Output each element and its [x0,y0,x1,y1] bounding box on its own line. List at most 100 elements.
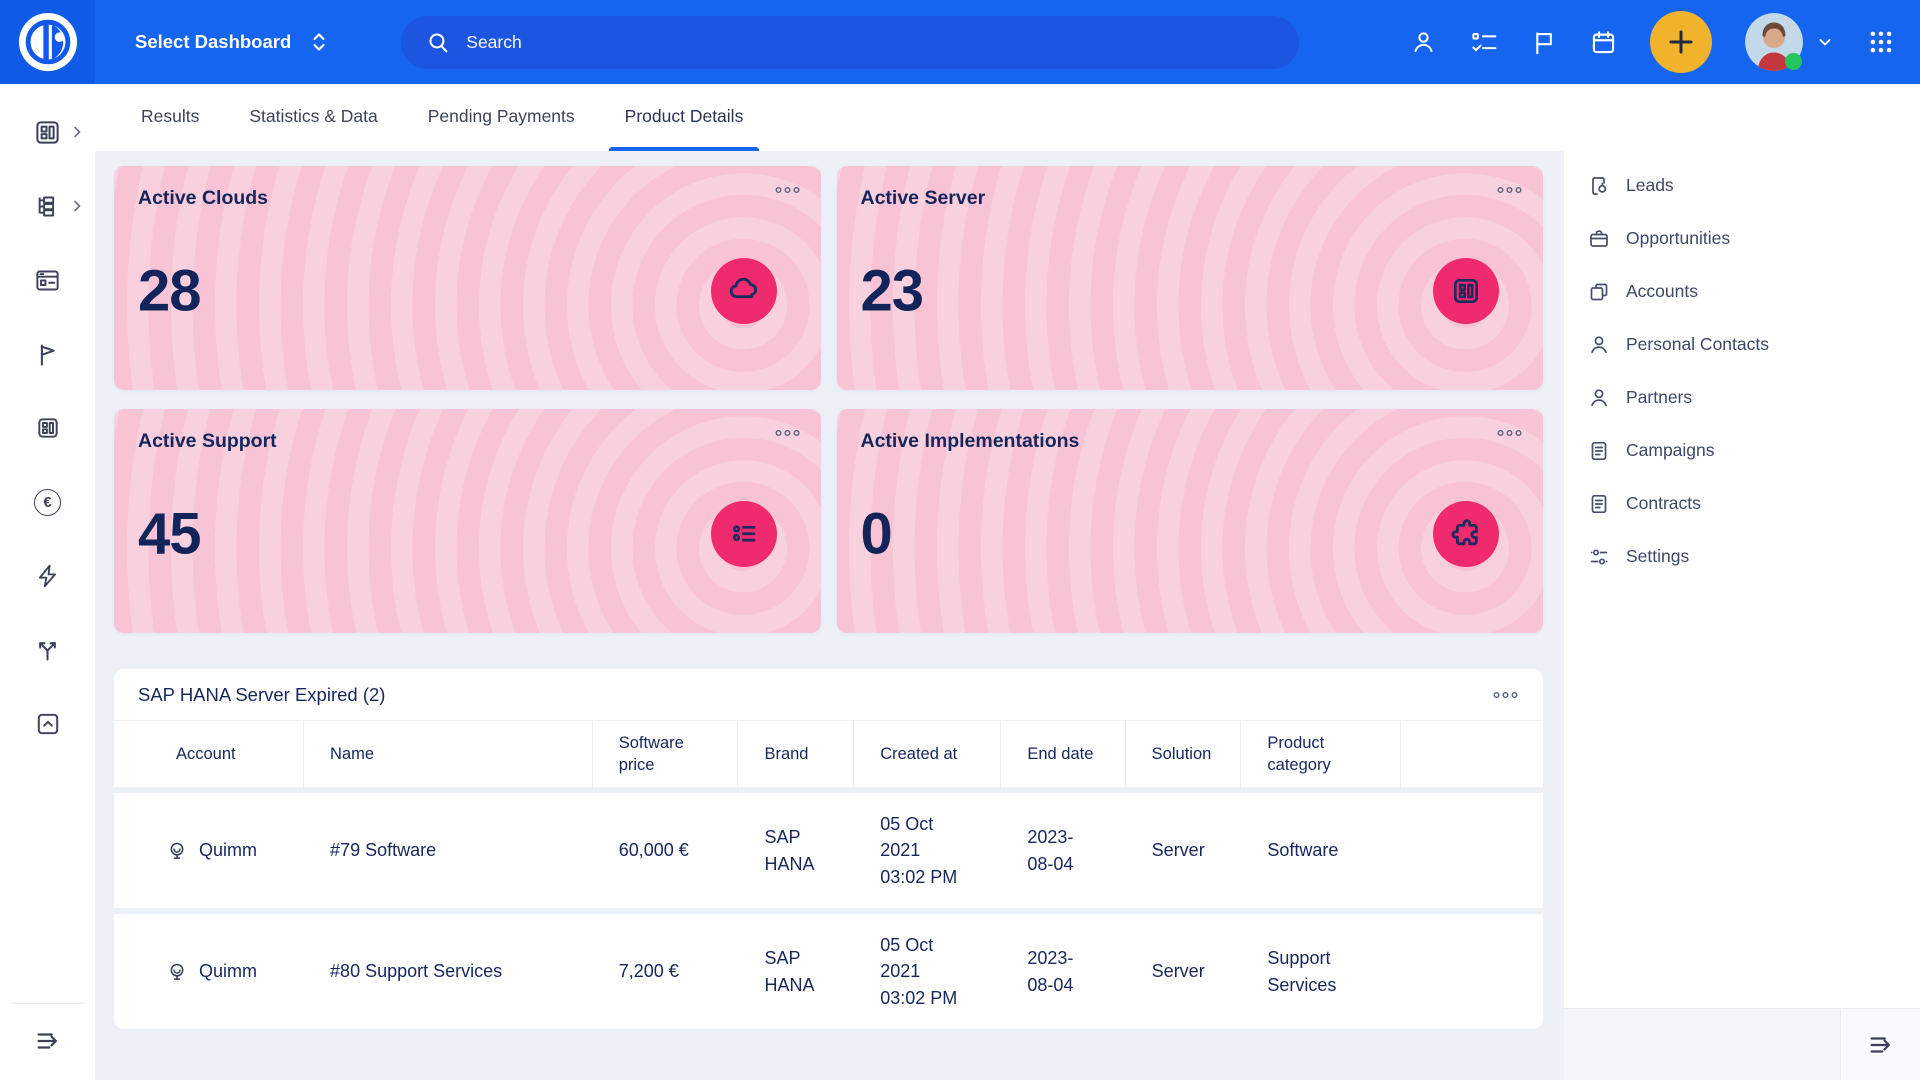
column-header-software-price[interactable]: Software price [593,721,739,787]
card-menu-button[interactable] [1496,185,1523,195]
column-header-end-date[interactable]: End date [1001,721,1126,787]
nav-item-label: Settings [1626,546,1690,566]
nav-item-label: Opportunities [1626,228,1731,248]
nav-item-accounts[interactable]: Accounts [1587,265,1920,318]
document-lines-icon [1587,492,1611,516]
person-icon [1587,333,1611,357]
main-content: Results Statistics & Data Pending Paymen… [95,84,1564,1080]
pennant-icon [34,341,61,368]
nav-item-label: Partners [1626,387,1693,407]
cell-end-date: 2023-08-04 [1027,827,1074,874]
card-active-server: Active Server 23 [836,166,1543,390]
briefcase-icon [1587,227,1611,251]
sidebar-item-widgets[interactable] [0,391,95,465]
browser-icon [34,267,61,294]
cell-created-at: 05 Oct 2021 03:02 PM [880,935,958,1008]
apps-grid-icon[interactable] [1868,29,1894,55]
user-menu[interactable] [1745,13,1835,71]
sidebar-item-processes[interactable] [0,613,95,687]
dashboard-selector[interactable]: Select Dashboard [135,29,331,55]
dashboard-content: Active Clouds 28 Active Server [95,151,1564,1080]
column-header-product-category[interactable]: Product category [1241,721,1402,787]
tasks-icon[interactable] [1470,29,1497,56]
sidebar-item-flags[interactable] [0,317,95,391]
column-header-brand[interactable]: Brand [738,721,855,787]
cell-product-category: Support Services [1267,948,1337,995]
left-sidebar-footer [0,1003,95,1080]
card-value: 23 [860,258,925,324]
sidebar-item-automation[interactable] [0,539,95,613]
cell-product-category: Software [1267,840,1339,861]
sidebar-item-browser[interactable] [0,243,95,317]
cell-actions [1401,839,1543,863]
card-title: Active Clouds [138,187,269,209]
cell-name[interactable]: #79 Software [330,840,437,861]
column-header-account[interactable]: Account [114,721,305,787]
nav-item-campaigns[interactable]: Campaigns [1587,424,1920,477]
table-header-block: SAP HANA Server Expired (2) Account Name… [114,669,1543,787]
metric-cards: Active Clouds 28 Active Server [114,166,1543,633]
nav-item-label: Leads [1626,175,1674,195]
cell-account[interactable]: Quimm [199,961,257,982]
accounts-icon [1587,280,1611,304]
calendar-icon[interactable] [1590,29,1617,56]
sidebar-item-upload[interactable] [0,687,95,761]
nav-item-leads[interactable]: Leads [1587,159,1920,212]
column-header-created-at[interactable]: Created at [854,721,1002,787]
card-value: 45 [138,501,202,567]
cloud-icon [710,258,777,325]
card-value: 0 [860,501,893,567]
search-icon [426,30,451,55]
nav-item-contracts[interactable]: Contracts [1587,477,1920,530]
card-menu-button[interactable] [774,428,801,438]
collapse-menu-icon [33,1026,63,1056]
add-button[interactable] [1650,11,1712,73]
sidebar-divider [11,1003,84,1004]
tab-pending-payments[interactable]: Pending Payments [427,106,575,126]
card-menu-button[interactable] [1496,428,1523,438]
cell-account[interactable]: Quimm [199,840,257,861]
cell-name[interactable]: #80 Support Services [330,961,503,982]
table-menu-button[interactable] [1492,690,1519,700]
cell-solution: Server [1151,961,1205,982]
search-placeholder: Search [466,31,522,52]
column-header-solution[interactable]: Solution [1126,721,1242,787]
cell-actions [1401,960,1543,984]
sidebar-item-structure[interactable] [0,169,95,243]
column-header-name[interactable]: Name [304,721,593,787]
right-sidebar: Leads Opportunities Accounts [1564,84,1920,1080]
card-menu-button[interactable] [774,185,801,195]
nav-item-opportunities[interactable]: Opportunities [1587,212,1920,265]
tab-statistics-data[interactable]: Statistics & Data [249,106,378,126]
tab-product-details[interactable]: Product Details [608,106,759,151]
nav-item-partners[interactable]: Partners [1587,371,1920,424]
sidebar-item-dashboards[interactable] [0,95,95,169]
card-title: Active Implementations [860,430,1080,452]
cell-brand: SAP HANA [764,827,815,874]
table-column-headers: Account Name Software price Brand Create… [114,720,1543,787]
upload-box-icon [35,711,61,737]
flag-icon[interactable] [1530,29,1557,56]
puzzle-icon [1433,501,1499,568]
document-lines-icon [1587,439,1611,463]
collapse-menu-button[interactable] [0,1004,95,1078]
table-row[interactable]: Quimm #79 Software 60,000 € SAP HANA 05 … [114,793,1543,908]
dashboard-selector-label: Select Dashboard [135,31,292,52]
nav-item-label: Contracts [1626,493,1701,513]
card-active-support: Active Support 45 [114,409,821,633]
sidebar-item-finance[interactable]: € [0,465,95,539]
tab-results[interactable]: Results [141,106,200,126]
expand-panel-icon [1866,1030,1896,1060]
card-title: Active Server [860,187,986,209]
flash-icon [35,563,61,589]
person-icon [1587,386,1611,410]
nav-item-personal-contacts[interactable]: Personal Contacts [1587,318,1920,371]
search-input[interactable]: Search [401,15,1300,69]
nav-item-settings[interactable]: Settings [1587,530,1920,583]
app-logo[interactable] [0,0,95,84]
unfold-chevrons-icon [307,29,331,55]
profile-icon[interactable] [1410,29,1437,56]
table-row[interactable]: Quimm #80 Support Services 7,200 € SAP H… [114,914,1543,1029]
expand-panel-button[interactable] [1841,1009,1920,1080]
